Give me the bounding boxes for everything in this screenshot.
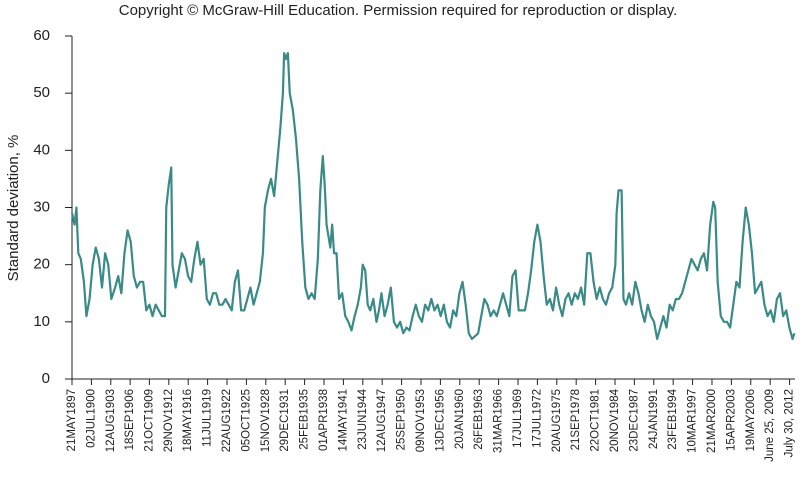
x-tick-label: 26FEB1963 <box>473 389 485 450</box>
x-tick-label: 11JUL1919 <box>202 389 214 447</box>
y-tick-label: 10 <box>33 313 50 330</box>
x-tick-label: 20AUG1975 <box>551 389 563 452</box>
x-tick-label: 10MAR1997 <box>687 389 699 453</box>
x-tick-label: 01APR1938 <box>318 389 330 451</box>
x-tick-label: 09NOV1953 <box>415 389 427 452</box>
x-tick-label: 20NOV1984 <box>609 388 621 452</box>
copyright: Copyright © McGraw-Hill Education. Permi… <box>119 2 678 19</box>
x-tick-label: 23JUN1944 <box>357 388 369 449</box>
x-tick-label: 29NOV1912 <box>163 389 175 452</box>
y-tick-label: 50 <box>33 84 50 101</box>
x-tick-label: 15NOV1928 <box>260 389 272 452</box>
y-tick-label: 20 <box>33 256 50 273</box>
x-tick-label: July 30, 2012 <box>784 389 796 457</box>
x-tick-label: June 25, 2009 <box>764 389 776 462</box>
x-tick-label: 25SEP1950 <box>396 389 408 450</box>
y-tick-label: 30 <box>33 198 50 215</box>
x-tick-label: 23FEB1994 <box>667 388 679 449</box>
x-tick-label: 05OCT1925 <box>240 389 252 452</box>
x-tick-label: 12AUG1903 <box>105 389 117 452</box>
x-tick-label: 29DEC1931 <box>279 389 291 452</box>
x-tick-label: 02JUL1900 <box>85 389 97 448</box>
x-tick-label: 23DEC1987 <box>628 389 640 452</box>
x-tick-label: 21MAY1897 <box>66 389 78 451</box>
x-tick-label: 25FEB1935 <box>299 389 311 450</box>
x-tick-label: 24JAN1991 <box>648 389 660 449</box>
x-tick-label: 13DEC1956 <box>434 389 446 452</box>
x-tick-label: 21SEP1978 <box>570 389 582 450</box>
x-tick-label: 18SEP1906 <box>124 389 136 450</box>
x-tick-label: 17JUL1969 <box>512 389 524 448</box>
x-tick-label: 14MAY1941 <box>337 389 349 451</box>
x-tick-label: 20JAN1960 <box>454 389 466 449</box>
x-tick-label: 21OCT1909 <box>143 389 155 452</box>
y-tick-label: 60 <box>33 27 50 44</box>
x-tick-label: 31MAR1966 <box>493 389 505 453</box>
x-tick-label: 15APR2003 <box>725 389 737 451</box>
y-tick-label: 0 <box>42 370 50 387</box>
y-axis-label: Standard deviation, % <box>5 135 22 282</box>
x-tick-label: 21MAR2000 <box>706 389 718 453</box>
x-tick-label: 22OCT1981 <box>590 389 602 452</box>
x-tick-label: 12AUG1947 <box>376 389 388 452</box>
x-tick-label: 22AUG1922 <box>221 389 233 452</box>
x-tick-label: 18MAY1916 <box>182 389 194 451</box>
data-line <box>70 52 796 341</box>
x-tick-label: 17JUL1972 <box>531 389 543 448</box>
y-tick-label: 40 <box>33 141 50 158</box>
x-tick-label: 19MAY2006 <box>745 389 757 451</box>
